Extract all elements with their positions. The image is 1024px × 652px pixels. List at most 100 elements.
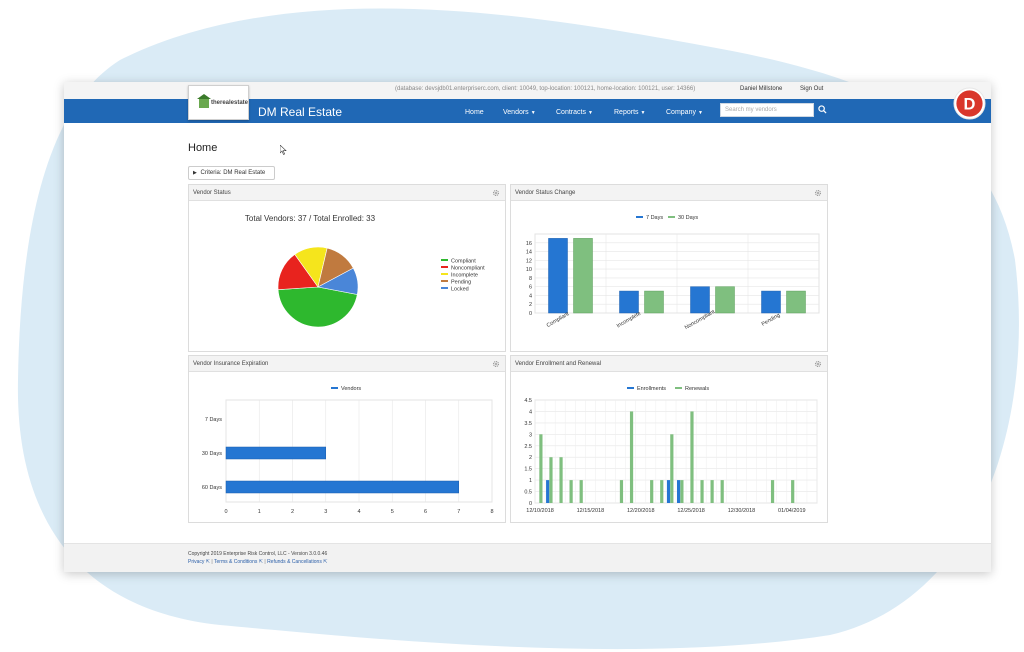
legend-swatch (441, 280, 448, 282)
legend-label: 30 Days (678, 215, 698, 221)
bar (700, 480, 704, 503)
legend-label: Noncompliant (451, 266, 485, 272)
caret-down-icon: ▼ (530, 110, 536, 116)
external-link-icon: ⇱ (323, 559, 328, 565)
x-tick-label: 12/30/2018 (728, 508, 756, 514)
vendor-insurance-expiration-panel: Vendor Insurance Expiration 0 1 2 3 4 5 6 7 8 7 D… (188, 355, 506, 523)
privacy-link[interactable]: Privacy (188, 559, 205, 565)
x-tick-label: 3 (324, 509, 327, 515)
y-tick-label: 1 (529, 478, 532, 484)
brand-name[interactable]: DM Real Estate (258, 105, 343, 119)
gear-icon[interactable] (492, 360, 500, 368)
pie-slice (277, 286, 358, 328)
gear-icon[interactable] (814, 189, 822, 197)
bar (715, 286, 735, 314)
x-tick-label: 12/10/2018 (526, 508, 554, 514)
y-tick-label: 4 (529, 409, 532, 415)
logo-text: therealestate (211, 100, 249, 106)
database-info: (database: devsjdb01.enterpriserc.com, c… (395, 86, 696, 92)
x-tick-label: 7 (457, 509, 460, 515)
x-tick-label: 4 (357, 509, 360, 515)
legend-swatch (331, 387, 338, 389)
nav-contracts[interactable]: Contracts ▼ (556, 109, 593, 116)
x-tick-label: 1 (258, 509, 261, 515)
bar (660, 480, 664, 503)
y-tick-label: 0 (529, 501, 532, 507)
bar (546, 480, 550, 503)
vendor-status-change-panel: Vendor Status Change 0 2 4 6 8 10 12 14 16 Compli… (510, 184, 828, 352)
nav-reports[interactable]: Reports ▼ (614, 109, 646, 116)
sign-out-link[interactable]: Sign Out (800, 86, 824, 92)
top-info-bar: (database: devsjdb01.enterpriserc.com, c… (64, 82, 991, 99)
legend-swatch (441, 273, 448, 275)
y-tick-label: 6 (529, 285, 532, 291)
bar (559, 457, 563, 503)
x-tick-label: 2 (291, 509, 294, 515)
caret-down-icon: ▼ (640, 110, 646, 116)
bar (786, 290, 806, 314)
caret-down-icon: ▼ (697, 110, 703, 116)
x-tick-label: 6 (424, 509, 427, 515)
criteria-toggle[interactable]: ▶ Criteria: DM Real Estate (188, 166, 275, 180)
bar (761, 290, 781, 314)
search-vendors-input[interactable]: Search my vendors (720, 103, 814, 117)
x-tick-label: 12/25/2018 (677, 508, 705, 514)
panel-title: Vendor Status (189, 185, 505, 201)
nav-company[interactable]: Company ▼ (666, 109, 703, 116)
bar (690, 411, 694, 503)
bar (225, 480, 459, 494)
user-avatar[interactable]: D (953, 87, 986, 120)
y-tick-label: 2.5 (524, 444, 532, 450)
y-tick-label: 8 (529, 276, 532, 282)
house-icon (197, 94, 211, 108)
vendor-status-pie-chart: Total Vendors: 37 / Total Enrolled: 33 C… (245, 214, 485, 328)
legend-swatch (636, 216, 643, 218)
x-tick-label: 01/04/2019 (778, 508, 806, 514)
panel-title: Vendor Enrollment and Renewal (511, 356, 827, 372)
panel-title: Vendor Status Change (511, 185, 827, 201)
nav-vendors[interactable]: Vendors ▼ (503, 109, 536, 116)
pie-slice (317, 267, 359, 295)
search-icon[interactable] (818, 105, 827, 114)
legend-swatch (627, 387, 634, 389)
terms-link[interactable]: Terms & Conditions (214, 559, 258, 565)
vendor-insurance-expiration-bar-chart: 0 1 2 3 4 5 6 7 8 7 Days 30 Days 60 Days Vendors (202, 386, 494, 515)
bar (619, 290, 639, 314)
legend-label: Renewals (685, 386, 709, 392)
bar (539, 434, 543, 503)
y-tick-label: 60 Days (202, 485, 222, 491)
bar (710, 480, 714, 503)
page-footer: Copyright 2019 Enterprise Risk Control, … (64, 543, 991, 572)
gear-icon[interactable] (492, 189, 500, 197)
bar (677, 480, 681, 503)
company-logo[interactable]: therealestate (188, 85, 249, 120)
y-tick-label: 14 (526, 250, 532, 256)
vendor-enrollment-renewal-bar-chart: 0 0.5 1 1.5 2 2.5 3 3.5 4 4.5 12/10/2018 12/15/2018… (524, 386, 818, 514)
y-tick-label: 1.5 (524, 467, 532, 473)
bar (549, 457, 553, 503)
legend-swatch (441, 287, 448, 289)
bar (791, 480, 795, 503)
legend-label: Incomplete (451, 273, 478, 279)
vendor-enrollment-renewal-panel: Vendor Enrollment and Renewal 0 0.5 1 1.5 2 2… (510, 355, 828, 523)
refunds-link[interactable]: Refunds & Cancellations (267, 559, 322, 565)
y-tick-label: 4.5 (524, 398, 532, 404)
bar (619, 480, 624, 503)
external-link-icon: ⇱ (205, 559, 210, 565)
y-tick-label: 3.5 (524, 421, 532, 427)
gear-icon[interactable] (814, 360, 822, 368)
bar (569, 480, 573, 503)
vendor-status-panel: Vendor Status Total Vendors: 37 / Total … (188, 184, 506, 352)
caret-down-icon: ▼ (587, 110, 593, 116)
caret-right-icon: ▶ (193, 170, 197, 176)
legend-swatch (441, 266, 448, 268)
legend-label: 7 Days (646, 215, 663, 221)
x-tick-label: 12/20/2018 (627, 508, 655, 514)
user-name[interactable]: Daniel Millstone (740, 86, 783, 92)
external-link-icon: ⇱ (258, 559, 263, 565)
bar (579, 480, 583, 503)
mouse-cursor-icon (280, 145, 287, 155)
nav-home[interactable]: Home (465, 109, 484, 116)
x-tick-label: 5 (391, 509, 394, 515)
